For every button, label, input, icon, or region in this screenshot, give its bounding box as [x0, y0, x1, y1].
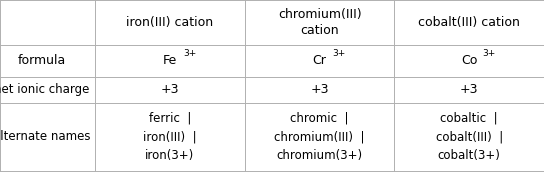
Text: chromium(III)
cation: chromium(III) cation	[278, 8, 361, 37]
Text: ferric  |
iron(III)  |
iron(3+): ferric | iron(III) | iron(3+)	[143, 112, 197, 162]
Text: Co: Co	[461, 54, 478, 67]
Text: chromic  |
chromium(III)  |
chromium(3+): chromic | chromium(III) | chromium(3+)	[274, 112, 365, 162]
Text: +3: +3	[310, 83, 329, 96]
Text: +3: +3	[460, 83, 479, 96]
Text: cobaltic  |
cobalt(III)  |
cobalt(3+): cobaltic | cobalt(III) | cobalt(3+)	[436, 112, 503, 162]
Text: cobalt(III) cation: cobalt(III) cation	[418, 16, 520, 29]
Text: Fe: Fe	[163, 54, 177, 67]
Text: alternate names: alternate names	[0, 130, 91, 143]
Text: Cr: Cr	[313, 54, 326, 67]
Text: +3: +3	[160, 83, 180, 96]
Text: net ionic charge: net ionic charge	[0, 83, 90, 96]
Text: 3+: 3+	[333, 49, 346, 58]
Text: 3+: 3+	[483, 49, 496, 58]
Text: 3+: 3+	[183, 49, 196, 58]
Text: formula: formula	[18, 54, 66, 67]
Text: iron(III) cation: iron(III) cation	[126, 16, 214, 29]
